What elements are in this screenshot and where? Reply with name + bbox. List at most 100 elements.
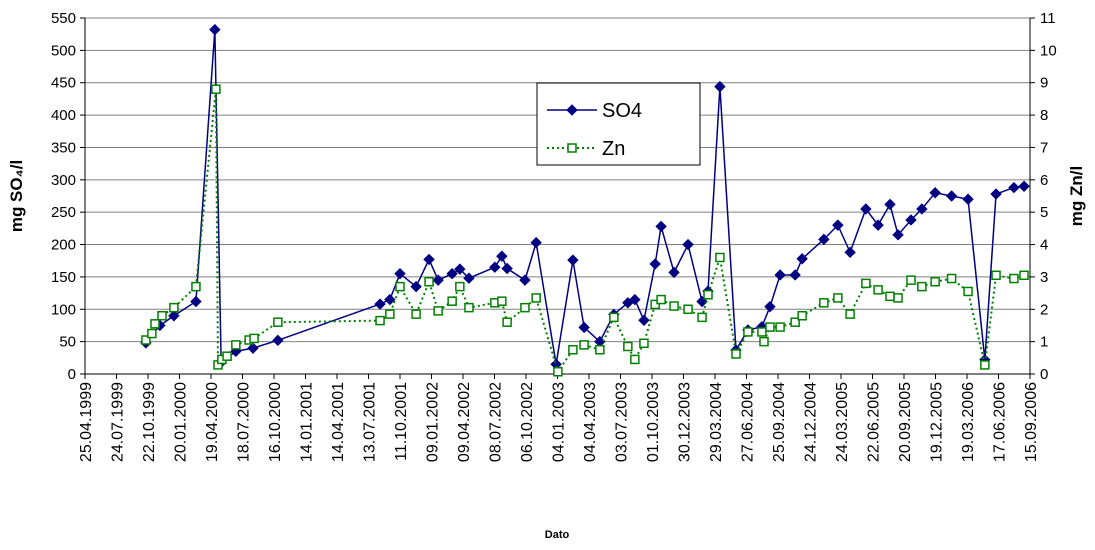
y-tick-label: 200: [51, 237, 76, 254]
legend-label: Zn: [602, 138, 625, 160]
marker: [845, 309, 855, 319]
marker: [790, 317, 800, 327]
x-tick-label: 24.12.2004: [803, 382, 820, 462]
y-axis-label: mg SO₄/l: [7, 160, 26, 232]
y-tick-label: 450: [51, 75, 76, 92]
x-tick-label: 19.04.2000: [204, 382, 221, 462]
marker: [697, 312, 707, 323]
marker: [833, 293, 843, 303]
marker: [1009, 273, 1019, 284]
marker: [209, 23, 221, 36]
y2-tick-label: 9: [1040, 75, 1048, 92]
marker: [775, 322, 785, 332]
marker: [655, 220, 667, 233]
y2-tick-label: 5: [1040, 204, 1048, 221]
marker: [519, 274, 531, 286]
marker: [703, 289, 713, 300]
y-tick-label: 500: [51, 42, 76, 59]
marker: [861, 278, 871, 289]
marker: [963, 286, 973, 297]
marker: [682, 238, 694, 251]
marker: [917, 281, 927, 292]
marker: [765, 322, 775, 332]
x-tick-label: 19.03.2006: [960, 382, 977, 462]
x-tick-label: 06.10.2002: [519, 382, 536, 462]
x-tick-label: 16.10.2000: [267, 382, 284, 462]
legend-marker: [566, 104, 578, 116]
y2-tick-label: 1: [1040, 334, 1048, 351]
x-tick-label: 22.06.2005: [866, 382, 883, 462]
marker: [190, 295, 202, 308]
marker: [502, 317, 512, 327]
marker: [520, 302, 530, 313]
x-tick-label: 18.07.2000: [236, 382, 253, 462]
x-tick-label: 20.09.2005: [897, 382, 914, 462]
x-tick-label: 13.07.2001: [362, 382, 379, 462]
y-tick-label: 550: [51, 10, 76, 27]
marker: [774, 269, 786, 281]
marker: [395, 281, 405, 292]
marker: [211, 84, 221, 94]
axes: [84, 18, 1031, 375]
marker: [410, 280, 422, 293]
marker: [906, 275, 916, 285]
marker: [991, 270, 1001, 281]
marker: [860, 203, 872, 215]
marker: [411, 309, 421, 319]
marker: [568, 344, 578, 355]
x-tick-label: 20.01.2000: [173, 382, 190, 462]
x-tick-label: 29.03.2004: [708, 382, 725, 462]
y2-tick-label: 4: [1040, 237, 1048, 254]
marker: [231, 340, 241, 350]
marker: [757, 327, 767, 337]
marker: [141, 335, 151, 345]
marker: [844, 246, 856, 259]
marker: [629, 293, 641, 306]
marker: [962, 193, 974, 205]
marker: [945, 190, 958, 202]
marker: [446, 267, 458, 280]
y2-tick-label: 6: [1040, 172, 1048, 189]
marker: [764, 300, 776, 313]
marker: [432, 274, 444, 286]
marker: [623, 341, 633, 352]
marker: [157, 310, 167, 321]
marker: [759, 336, 769, 347]
marker: [892, 229, 904, 241]
marker: [272, 334, 284, 347]
y2-tick-label: 7: [1040, 139, 1048, 156]
marker: [1008, 181, 1020, 194]
marker: [375, 315, 385, 326]
marker: [656, 294, 666, 305]
marker: [905, 214, 917, 226]
y2-tick-label: 2: [1040, 301, 1048, 318]
marker: [797, 310, 807, 321]
marker: [150, 319, 160, 329]
x-tick-label: 04.04.2003: [582, 382, 599, 462]
series-line: [145, 29, 1025, 365]
marker: [946, 273, 957, 284]
marker: [731, 349, 741, 359]
marker: [796, 253, 808, 265]
marker: [696, 295, 708, 308]
x-tick-label: 25.04.1999: [78, 382, 95, 462]
x-tick-label: 24.07.1999: [110, 382, 127, 462]
marker: [489, 261, 501, 273]
marker: [385, 309, 395, 319]
marker: [818, 233, 830, 246]
marker: [929, 187, 941, 199]
marker: [433, 306, 443, 316]
marker: [872, 219, 884, 231]
marker: [930, 277, 940, 287]
marker: [567, 254, 579, 266]
marker: [249, 333, 259, 344]
marker: [639, 338, 649, 349]
legend-marker: [567, 143, 577, 153]
marker: [893, 293, 903, 303]
y-tick-label: 350: [51, 139, 76, 156]
y-tick-label: 250: [51, 204, 76, 221]
y2-axis-label: mg Zn/l: [1067, 166, 1086, 226]
legend: SO4 Zn: [536, 82, 701, 166]
x-tick-label: 09.04.2002: [456, 382, 473, 462]
x-tick-label: 22.10.1999: [141, 382, 158, 462]
